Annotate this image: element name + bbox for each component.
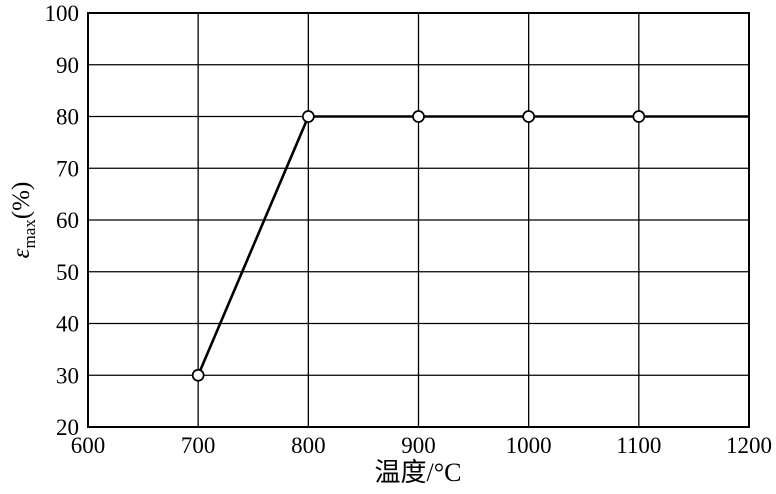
x-tick-label: 700	[181, 433, 216, 458]
y-axis-symbol: ε	[8, 248, 35, 259]
y-tick-label: 90	[56, 53, 79, 78]
y-tick-label: 100	[45, 1, 80, 26]
x-tick-label: 900	[401, 433, 436, 458]
y-tick-label: 70	[56, 156, 79, 181]
x-tick-label: 800	[291, 433, 326, 458]
x-tick-label: 1200	[726, 433, 772, 458]
x-tick-label: 600	[71, 433, 106, 458]
y-tick-label: 60	[56, 208, 79, 233]
y-tick-label: 30	[56, 363, 79, 388]
data-point-marker	[412, 110, 425, 123]
x-tick-label: 1000	[506, 433, 552, 458]
y-tick-label: 80	[56, 105, 79, 130]
x-tick-label: 1100	[616, 433, 661, 458]
x-axis-label: 温度/°C	[374, 458, 462, 487]
y-tick-label: 50	[56, 260, 79, 285]
y-axis-suffix: (%)	[8, 181, 35, 220]
y-axis-subscript: max	[20, 219, 39, 249]
y-tick-label: 20	[56, 415, 79, 440]
series-line	[196, 115, 749, 376]
data-point-marker	[301, 110, 315, 123]
y-axis-label: εmax(%)	[8, 182, 40, 259]
data-point-marker	[191, 368, 205, 382]
plot-border	[87, 12, 750, 428]
data-point-marker	[632, 110, 646, 123]
y-tick-label: 40	[56, 312, 79, 337]
data-point-marker	[522, 110, 536, 123]
